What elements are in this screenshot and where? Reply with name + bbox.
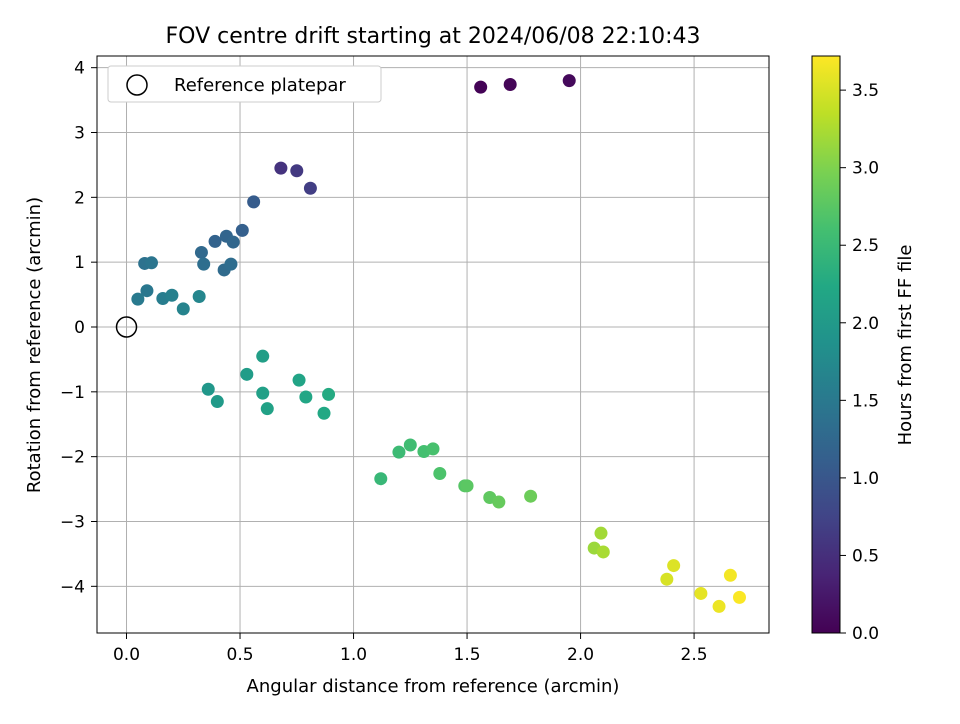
colorbar-gradient xyxy=(811,55,841,634)
scatter-point xyxy=(299,390,313,404)
scatter-point xyxy=(426,442,440,456)
scatter-point xyxy=(140,284,154,298)
colorbar-ticks: 0.0 0.5 1.0 1.5 2.0 2.5 3.0 3.5 xyxy=(840,81,879,644)
scatter-point xyxy=(392,445,406,459)
scatter-point xyxy=(723,568,737,582)
scatter-point xyxy=(235,223,249,237)
scatter-point xyxy=(317,406,331,420)
y-tick-label: −4 xyxy=(60,577,85,597)
scatter-point xyxy=(594,526,608,540)
scatter-point xyxy=(712,599,726,613)
data-points xyxy=(115,74,746,613)
scatter-point xyxy=(256,349,270,363)
scatter-point xyxy=(596,545,610,559)
colorbar-tick-label: 1.0 xyxy=(852,469,879,489)
legend: Reference platepar xyxy=(107,65,382,103)
colorbar-tick-label: 2.5 xyxy=(852,236,879,256)
scatter-point xyxy=(201,382,215,396)
x-tick-label: 0.0 xyxy=(113,645,140,665)
x-tick-label: 1.5 xyxy=(454,645,481,665)
x-axis-label: Angular distance from reference (arcmin) xyxy=(247,676,620,697)
scatter-point xyxy=(403,438,417,452)
scatter-point xyxy=(208,234,222,248)
scatter-point xyxy=(524,489,538,503)
scatter-point xyxy=(660,572,674,586)
x-tick-label: 2.5 xyxy=(681,645,708,665)
scatter-point xyxy=(667,559,681,573)
colorbar: 0.0 0.5 1.0 1.5 2.0 2.5 3.0 3.5 Hours from firs… xyxy=(811,55,916,644)
x-tick-label: 0.5 xyxy=(227,645,254,665)
scatter-point xyxy=(192,290,206,304)
plot-frame xyxy=(96,55,770,634)
scatter-point xyxy=(224,257,238,271)
y-axis-label: Rotation from reference (arcmin) xyxy=(24,197,45,493)
legend-marker-icon xyxy=(126,74,148,96)
y-tick-label: −3 xyxy=(60,512,85,532)
scatter-point xyxy=(492,495,506,509)
y-tick-label: −1 xyxy=(60,383,85,403)
colorbar-tick-label: 1.5 xyxy=(852,391,879,411)
scatter-point xyxy=(460,479,474,493)
y-tick-label: 4 xyxy=(74,59,85,79)
colorbar-label: Hours from first FF file xyxy=(895,245,916,446)
y-tick-label: −2 xyxy=(60,448,85,468)
y-tick-label: 0 xyxy=(74,318,85,338)
chart-title: FOV centre drift starting at 2024/06/08 … xyxy=(166,24,701,49)
scatter-point xyxy=(210,395,224,409)
colorbar-tick-label: 3.5 xyxy=(852,81,879,101)
scatter-point xyxy=(256,386,270,400)
axes: 0.0 0.5 1.0 1.5 2.0 2.5 −4 −3 −2 −1 0 1 2 3 4 xyxy=(60,55,770,665)
x-tick-label: 1.0 xyxy=(340,645,367,665)
scatter-point xyxy=(165,288,179,302)
reference-platepar-marker xyxy=(115,316,138,338)
legend-label: Reference platepar xyxy=(174,75,346,96)
scatter-point xyxy=(144,256,158,270)
scatter-point xyxy=(474,80,488,94)
scatter-point xyxy=(290,164,304,178)
y-tick-label: 1 xyxy=(74,253,85,273)
scatter-point xyxy=(194,245,208,259)
colorbar-tick-label: 0.5 xyxy=(852,546,879,566)
colorbar-tick-label: 3.0 xyxy=(852,159,879,179)
scatter-point xyxy=(274,161,288,175)
scatter-point xyxy=(176,302,190,316)
scatter-point xyxy=(303,181,317,195)
scatter-point xyxy=(247,195,261,209)
scatter-point xyxy=(433,467,447,481)
scatter-point xyxy=(260,402,274,416)
scatter-point xyxy=(292,373,306,387)
scatter-point xyxy=(240,367,254,381)
scatter-point xyxy=(131,292,145,306)
colorbar-tick-label: 2.0 xyxy=(852,314,879,334)
y-tick-label: 3 xyxy=(74,124,85,144)
scatter-point xyxy=(322,387,336,401)
colorbar-tick-label: 0.0 xyxy=(852,624,879,644)
scatter-point xyxy=(732,590,746,604)
grid-lines xyxy=(97,56,769,633)
scatter-point xyxy=(503,78,517,92)
scatter-point xyxy=(226,235,240,249)
y-tick-label: 2 xyxy=(74,188,85,208)
legend-box xyxy=(107,65,382,103)
scatter-point xyxy=(562,74,576,88)
scatter-point xyxy=(694,586,708,600)
scatter-point xyxy=(197,257,211,271)
x-tick-label: 2.0 xyxy=(567,645,594,665)
scatter-point xyxy=(374,472,388,486)
